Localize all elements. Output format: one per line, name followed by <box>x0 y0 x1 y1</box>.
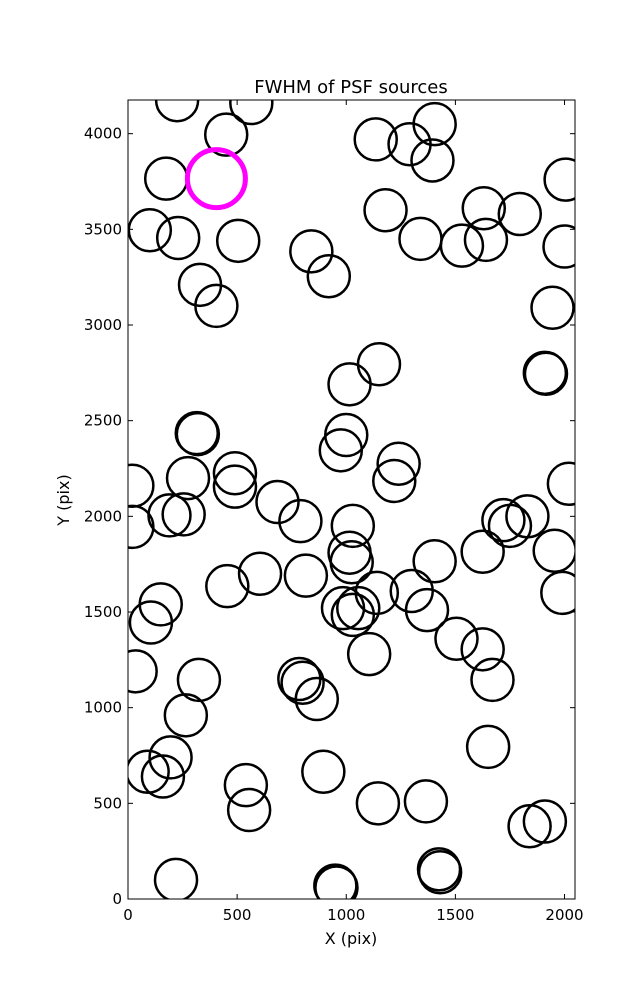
x-tick-label: 500 <box>223 906 252 924</box>
highlighted-source-marker <box>184 147 248 211</box>
psf-source-marker <box>327 362 372 407</box>
psf-source-marker <box>215 218 261 264</box>
x-tick-label: 1500 <box>436 906 474 924</box>
psf-source-marker <box>505 494 550 539</box>
psf-source-marker <box>465 724 511 770</box>
y-tick-label: 1500 <box>84 603 122 621</box>
psf-source-marker <box>540 570 575 616</box>
psf-source-marker <box>255 479 300 525</box>
psf-source-marker <box>530 285 575 331</box>
y-tick-label: 0 <box>112 890 122 908</box>
psf-source-marker <box>278 498 323 544</box>
psf-source-marker <box>128 649 158 694</box>
psf-source-marker <box>546 461 575 507</box>
psf-source-marker <box>289 229 334 274</box>
x-tick-label: 0 <box>123 906 133 924</box>
psf-source-marker <box>461 186 507 231</box>
psf-source-marker <box>320 585 366 631</box>
psf-source-marker <box>532 528 575 574</box>
x-tick-label: 1000 <box>327 906 365 924</box>
psf-source-marker <box>417 849 463 895</box>
plot-frame <box>127 99 576 900</box>
psf-source-marker <box>128 504 155 550</box>
psf-source-marker <box>412 101 457 147</box>
psf-source-marker <box>283 553 329 598</box>
y-axis-label: Y (pix) <box>54 474 73 526</box>
psf-source-marker <box>439 223 485 268</box>
psf-source-marker <box>314 865 359 899</box>
psf-source-marker <box>522 350 568 396</box>
chart-title: FWHM of PSF sources <box>254 77 448 98</box>
psf-source-marker <box>153 857 199 899</box>
y-tick-label: 500 <box>93 794 122 812</box>
psf-source-marker <box>336 585 381 631</box>
psf-source-marker <box>330 503 376 549</box>
psf-source-marker <box>497 191 543 237</box>
psf-source-marker <box>128 600 174 645</box>
psf-source-marker <box>229 100 274 126</box>
psf-source-marker <box>237 551 283 596</box>
psf-source-marker <box>176 657 222 703</box>
psf-source-marker <box>329 540 374 585</box>
y-tick-label: 2000 <box>84 507 122 525</box>
psf-source-marker <box>318 428 364 473</box>
x-axis: 0 500 1000 1500 2000 <box>123 100 584 924</box>
psf-source-marker <box>301 749 346 795</box>
psf-source-marker <box>507 804 552 849</box>
psf-source-marker <box>463 217 509 263</box>
y-tick-label: 2500 <box>84 412 122 430</box>
psf-source-marker <box>212 464 258 509</box>
psf-source-marker <box>155 215 201 261</box>
psf-source-marker <box>410 138 455 183</box>
psf-source-marker <box>363 187 408 233</box>
markers-layer <box>128 100 575 899</box>
psf-source-marker <box>372 458 417 504</box>
psf-source-marker <box>205 563 250 609</box>
psf-source-marker <box>226 787 272 833</box>
psf-source-marker <box>404 587 450 633</box>
psf-source-marker <box>165 455 211 501</box>
psf-source-marker <box>128 208 173 253</box>
psf-source-marker <box>175 411 221 457</box>
y-axis: 0 500 1000 1500 2000 2500 3000 3500 4000 <box>84 125 575 908</box>
psf-source-marker <box>470 657 515 703</box>
psf-source-marker <box>140 754 186 799</box>
psf-source-marker <box>543 157 575 202</box>
psf-source-marker <box>460 529 505 574</box>
y-tick-label: 1000 <box>84 699 122 717</box>
psf-source-marker <box>403 779 449 824</box>
psf-source-marker <box>353 117 398 162</box>
psf-source-marker <box>330 592 376 638</box>
psf-source-marker <box>194 283 239 329</box>
psf-source-marker <box>203 112 249 157</box>
y-tick-label: 4000 <box>84 125 122 143</box>
psf-source-marker <box>542 224 575 269</box>
psf-source-marker <box>161 492 206 537</box>
psf-source-marker <box>280 660 325 706</box>
psf-source-marker <box>412 539 457 584</box>
psf-source-marker <box>434 616 479 662</box>
psf-source-marker <box>346 631 392 677</box>
x-axis-label: X (pix) <box>325 929 378 948</box>
psf-source-marker <box>376 441 421 486</box>
psf-source-marker <box>481 497 526 543</box>
psf-source-marker <box>128 749 170 795</box>
psf-source-marker <box>355 781 401 826</box>
psf-source-marker <box>460 627 505 672</box>
x-tick-label: 2000 <box>545 906 583 924</box>
psf-source-marker <box>306 253 352 299</box>
psf-source-marker <box>223 762 269 808</box>
psf-source-marker <box>212 451 258 496</box>
y-tick-label: 3000 <box>84 316 122 334</box>
y-tick-label: 3500 <box>84 220 122 238</box>
psf-source-marker <box>163 693 209 738</box>
psf-source-marker <box>522 799 568 844</box>
psf-source-marker <box>294 676 340 722</box>
psf-source-marker <box>148 735 193 780</box>
